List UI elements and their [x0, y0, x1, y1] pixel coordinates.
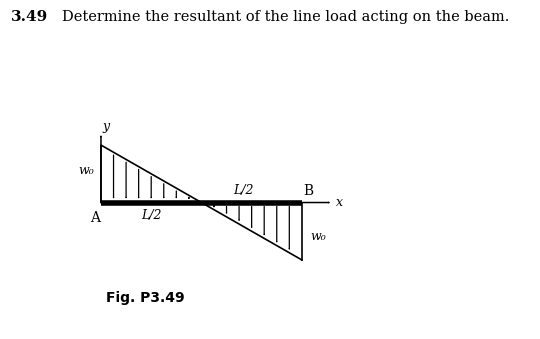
Text: L/2: L/2	[141, 209, 161, 222]
Text: B: B	[303, 184, 313, 198]
Text: 3.49: 3.49	[11, 10, 48, 24]
Text: L/2: L/2	[233, 184, 253, 197]
Text: w₀: w₀	[310, 231, 326, 243]
Text: Fig. P3.49: Fig. P3.49	[106, 291, 185, 305]
Text: Determine the resultant of the line load acting on the beam.: Determine the resultant of the line load…	[62, 10, 509, 24]
Text: x: x	[336, 196, 343, 209]
Text: y: y	[103, 120, 110, 133]
Text: w₀: w₀	[78, 164, 94, 177]
Text: A: A	[90, 211, 100, 225]
